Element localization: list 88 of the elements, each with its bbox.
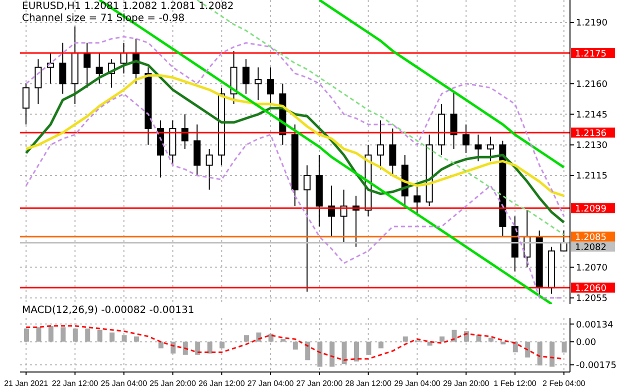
line-series: [25, 36, 565, 218]
candlestick: [486, 136, 494, 162]
bar: [134, 336, 139, 342]
y-tick-label: 1.2145: [576, 110, 608, 120]
ref-line-label: 1.2175: [575, 50, 606, 60]
candlestick: [340, 189, 348, 244]
candlestick: [266, 66, 274, 105]
candlestick: [46, 52, 54, 84]
bar: [452, 330, 457, 342]
chart-title: MACD(12,26,9) -0.00082 -0.00131: [22, 305, 194, 317]
bar: [500, 342, 506, 344]
bar: [366, 342, 372, 355]
y-tick-label: 1.2130: [576, 141, 608, 152]
bar: [85, 328, 90, 342]
line-series: [318, 0, 566, 169]
x-tick-label: 21 Jan 2021: [4, 379, 49, 388]
line-series: [24, 74, 566, 198]
candlestick: [376, 120, 384, 170]
x-tick-label: 27 Jan 20:00: [296, 379, 344, 388]
x-tick-label: 26 Jan 12:00: [198, 379, 246, 388]
bar: [24, 328, 29, 342]
bar: [292, 342, 298, 350]
ref-line-label: 1.2099: [575, 204, 607, 215]
bar: [122, 335, 127, 342]
y-tick-label: 0.00: [576, 338, 596, 348]
candlestick: [328, 185, 336, 238]
bar: [195, 342, 200, 355]
bar: [244, 335, 249, 342]
candlestick: [59, 42, 66, 94]
x-tick-label: 27 Jan 04:00: [247, 379, 294, 388]
y-tick-label: 1.2190: [576, 18, 608, 29]
y-tick-label: 1.2055: [576, 294, 608, 304]
bar: [440, 336, 445, 342]
candlestick: [22, 83, 30, 125]
bar: [280, 339, 286, 342]
candlestick: [34, 58, 42, 105]
x-tick-label: 28 Jan 12:00: [345, 379, 392, 388]
candlestick: [389, 128, 396, 176]
bar: [72, 328, 78, 342]
candlestick: [84, 42, 91, 88]
bar: [158, 342, 164, 348]
candlestick: [206, 148, 213, 190]
bar: [60, 327, 66, 342]
candlestick: [304, 164, 311, 292]
bar: [537, 342, 542, 366]
y-tick-label: 1.2070: [576, 263, 608, 274]
candlestick: [474, 134, 482, 162]
candlestick: [414, 185, 421, 215]
bar: [402, 336, 408, 342]
x-tick-label: 29 Jan 20:00: [442, 379, 490, 388]
bar: [305, 342, 310, 360]
ref-line-label: 1.2136: [575, 129, 607, 140]
y-tick-label: -0.00175: [576, 360, 616, 371]
candlestick: [96, 52, 103, 84]
y-tick-label: 1.2115: [576, 172, 608, 182]
x-tick-label: 29 Jan 04:00: [394, 379, 441, 388]
x-tick-label: 22 Jan 12:00: [52, 379, 99, 388]
bar: [220, 342, 225, 348]
ref-line-label: 1.2085: [575, 233, 606, 244]
x-tick-label: 25 Jan 04:00: [100, 379, 148, 388]
bar: [550, 342, 555, 367]
bar: [97, 330, 102, 342]
bar: [182, 342, 188, 355]
bar: [36, 327, 42, 342]
candlestick: [242, 58, 250, 94]
bar: [317, 342, 322, 367]
x-tick-label: 1 Feb 12:00: [494, 379, 537, 388]
bar: [562, 342, 567, 353]
bar: [330, 342, 335, 367]
bar: [512, 342, 518, 352]
x-tick-label: 25 Jan 20:00: [150, 379, 196, 388]
bar: [48, 326, 54, 342]
ref-line-label: 1.2082: [575, 243, 606, 254]
x-tick-label: 2 Feb 04:00: [542, 379, 586, 388]
ref-line-label: 1.2060: [575, 284, 607, 294]
bar: [207, 342, 212, 354]
bar: [110, 332, 115, 342]
y-tick-label: 1.2160: [576, 80, 608, 90]
bar: [378, 342, 384, 348]
candlestick: [462, 124, 470, 154]
candlestick: [181, 114, 188, 150]
candlestick: [450, 91, 458, 150]
candlestick: [254, 66, 262, 100]
bar: [354, 342, 359, 362]
y-tick-label: 0.00134: [576, 320, 614, 330]
line-series: [196, 0, 565, 236]
bar: [525, 342, 530, 358]
bar: [342, 342, 347, 364]
